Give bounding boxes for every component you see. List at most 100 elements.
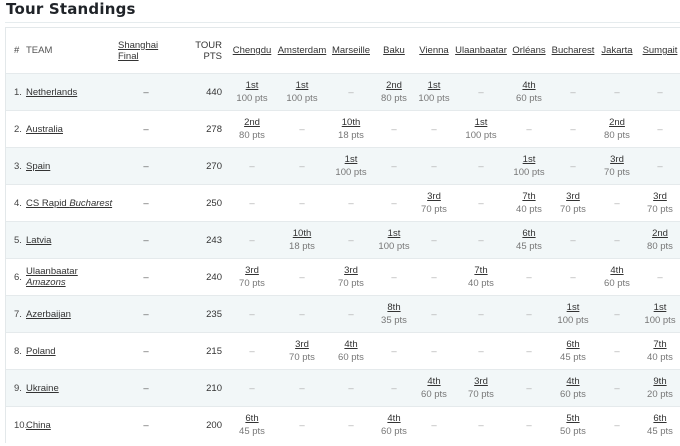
placement-link[interactable]: 7th	[653, 339, 667, 350]
placement-link[interactable]: 7th	[522, 191, 536, 202]
placement-link[interactable]: 10th	[292, 228, 312, 239]
event-link[interactable]: Sumgait	[642, 45, 678, 56]
team-cell[interactable]: Azerbaijan	[26, 295, 118, 333]
team-cell[interactable]: Spain	[26, 147, 118, 185]
event-link[interactable]: Ulaanbaatar	[455, 45, 507, 56]
placement-link[interactable]: 6th	[653, 413, 667, 424]
placement-link[interactable]: 4th	[387, 413, 401, 424]
col-event[interactable]: Marseille	[328, 28, 374, 74]
event-link[interactable]: Marseille	[331, 45, 370, 56]
event-link[interactable]: Vienna	[419, 45, 449, 56]
team-link[interactable]: Australia	[26, 124, 63, 135]
team-link[interactable]: Ukraine	[26, 383, 59, 394]
result-cell[interactable]: 3rd 70 pts	[454, 369, 508, 407]
result-cell[interactable]: 1st 100 pts	[508, 147, 550, 185]
placement-link[interactable]: 4th	[610, 265, 624, 276]
col-event[interactable]: Vienna	[414, 28, 454, 74]
placement-link[interactable]: 3rd	[245, 265, 259, 276]
placement-link[interactable]: 3rd	[295, 339, 309, 350]
placement-link[interactable]: 2nd	[609, 117, 625, 128]
result-cell[interactable]: 1st 100 pts	[638, 295, 680, 333]
placement-link[interactable]: 7th	[474, 265, 488, 276]
result-cell[interactable]: 7th 40 pts	[508, 184, 550, 222]
team-link[interactable]: Azerbaijan	[26, 309, 71, 320]
col-event[interactable]: Sumgait	[638, 28, 680, 74]
team-cell[interactable]: Latvia	[26, 221, 118, 259]
team-cell[interactable]: China	[26, 406, 118, 443]
placement-link[interactable]: 1st	[566, 302, 580, 313]
team-link[interactable]: China	[26, 420, 51, 431]
event-link[interactable]: Baku	[383, 45, 405, 56]
result-cell[interactable]: 9th 20 pts	[638, 369, 680, 407]
result-cell[interactable]: 3rd 70 pts	[414, 184, 454, 222]
result-cell[interactable]: 6th 45 pts	[550, 332, 596, 370]
placement-link[interactable]: 3rd	[344, 265, 358, 276]
result-cell[interactable]: 4th 60 pts	[374, 406, 414, 443]
result-cell[interactable]: 6th 45 pts	[638, 406, 680, 443]
team-cell[interactable]: CS Rapid Bucharest	[26, 184, 118, 222]
result-cell[interactable]: 1st 100 pts	[228, 73, 276, 111]
placement-link[interactable]: 3rd	[566, 191, 580, 202]
team-cell[interactable]: Poland	[26, 332, 118, 370]
result-cell[interactable]: 4th 60 pts	[550, 369, 596, 407]
col-event[interactable]: Baku	[374, 28, 414, 74]
result-cell[interactable]: 6th 45 pts	[228, 406, 276, 443]
placement-link[interactable]: 1st	[522, 154, 536, 165]
placement-link[interactable]: 1st	[653, 302, 667, 313]
placement-link[interactable]: 3rd	[610, 154, 624, 165]
result-cell[interactable]: 3rd 70 pts	[550, 184, 596, 222]
placement-link[interactable]: 2nd	[244, 117, 260, 128]
placement-link[interactable]: 6th	[245, 413, 259, 424]
placement-link[interactable]: 6th	[522, 228, 536, 239]
team-cell[interactable]: Netherlands	[26, 73, 118, 111]
final-link-1[interactable]: Shanghai	[118, 39, 159, 51]
team-link[interactable]: Netherlands	[26, 87, 77, 98]
team-cell[interactable]: Ukraine	[26, 369, 118, 407]
result-cell[interactable]: 1st 100 pts	[328, 147, 374, 185]
col-event[interactable]: Amsterdam	[276, 28, 328, 74]
team-link[interactable]: Poland	[26, 346, 56, 357]
result-cell[interactable]: 1st 100 pts	[374, 221, 414, 259]
placement-link[interactable]: 1st	[295, 80, 309, 91]
event-link[interactable]: Bucharest	[551, 45, 595, 56]
result-cell[interactable]: 3rd 70 pts	[276, 332, 328, 370]
placement-link[interactable]: 1st	[387, 228, 401, 239]
result-cell[interactable]: 1st 100 pts	[414, 73, 454, 111]
placement-link[interactable]: 3rd	[427, 191, 441, 202]
result-cell[interactable]: 5th 50 pts	[550, 406, 596, 443]
result-cell[interactable]: 3rd 70 pts	[328, 258, 374, 296]
team-link[interactable]: CS Rapid Bucharest	[26, 198, 112, 209]
team-link[interactable]: Latvia	[26, 235, 51, 246]
placement-link[interactable]: 9th	[653, 376, 667, 387]
result-cell[interactable]: 2nd 80 pts	[596, 110, 638, 148]
result-cell[interactable]: 3rd 70 pts	[228, 258, 276, 296]
result-cell[interactable]: 10th 18 pts	[276, 221, 328, 259]
result-cell[interactable]: 4th 60 pts	[328, 332, 374, 370]
placement-link[interactable]: 4th	[427, 376, 441, 387]
placement-link[interactable]: 1st	[245, 80, 259, 91]
placement-link[interactable]: 4th	[522, 80, 536, 91]
result-cell[interactable]: 3rd 70 pts	[596, 147, 638, 185]
result-cell[interactable]: 2nd 80 pts	[638, 221, 680, 259]
placement-link[interactable]: 4th	[344, 339, 358, 350]
result-cell[interactable]: 4th 60 pts	[414, 369, 454, 407]
placement-link[interactable]: 2nd	[652, 228, 668, 239]
placement-link[interactable]: 8th	[387, 302, 401, 313]
result-cell[interactable]: 4th 60 pts	[508, 73, 550, 111]
result-cell[interactable]: 1st 100 pts	[550, 295, 596, 333]
event-link[interactable]: Orléans	[512, 45, 546, 56]
team-cell[interactable]: Australia	[26, 110, 118, 148]
team-link[interactable]: Ulaanbaatar Amazons	[26, 266, 78, 288]
placement-link[interactable]: 1st	[427, 80, 441, 91]
placement-link[interactable]: 6th	[566, 339, 580, 350]
placement-link[interactable]: 1st	[344, 154, 358, 165]
placement-link[interactable]: 4th	[566, 376, 580, 387]
team-link[interactable]: Spain	[26, 161, 50, 172]
event-link[interactable]: Chengdu	[232, 45, 272, 56]
result-cell[interactable]: 2nd 80 pts	[374, 73, 414, 111]
col-event[interactable]: Ulaanbaatar	[454, 28, 508, 74]
result-cell[interactable]: 1st 100 pts	[454, 110, 508, 148]
result-cell[interactable]: 3rd 70 pts	[638, 184, 680, 222]
event-link[interactable]: Jakarta	[601, 45, 633, 56]
result-cell[interactable]: 10th 18 pts	[328, 110, 374, 148]
